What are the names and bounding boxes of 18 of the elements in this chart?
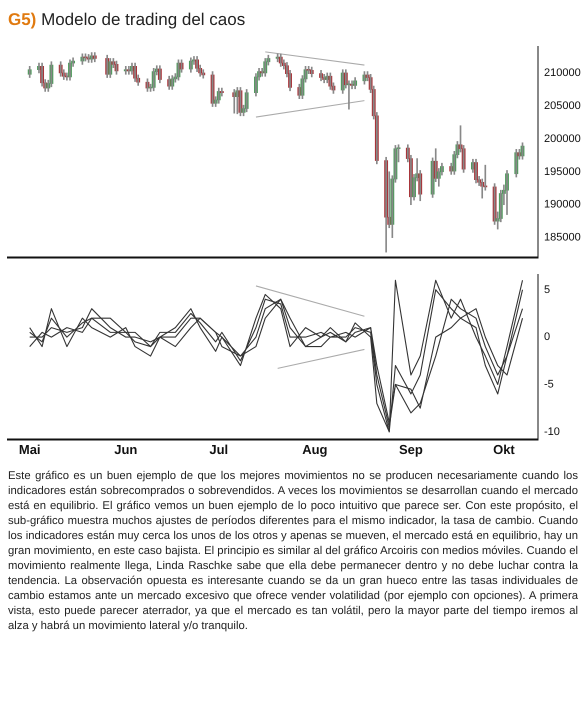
y-tick-label: 0 — [544, 331, 550, 344]
x-tick-label: Jul — [209, 442, 228, 457]
y-tick-label: 210000 — [544, 66, 581, 79]
y-tick-label: 195000 — [544, 166, 581, 178]
y-tick-label: 205000 — [544, 100, 581, 112]
y-tick-label: -5 — [544, 378, 554, 390]
text: Este gráfico es un buen ejemplo de que los mejores movimientos no se producen necesariamente cuando los indicadores están sobrecomprados o sobrevendidos. A veces los movimientos se desarrollan cuando el mercado está en equilibrio. El gráfico vemos un buen ejemplo de lo poco intuitivo que parece ser. Con este propósito, el sub-gráfico muestra muchos ajustes de períodos diferentes para el mismo indicador, la tasa de cambio. Cuando los indicadores están muy cerca los unos de los otros y apenas se mueven, el mercado está en equilibrio, hay un gran movimiento, en este caso bajista. El principio es similar al del gráfico Arcoiris con medios móviles. Cuando el movimiento realmente llega, Linda Raschke sabe que ella debe permanecer dentro y no debe luchar contra la tendencia. La observación opuesta es interesante cuando se da un gran hueco entre las tasas individuales de cambio estamos ante un mercado excesivo que ofrece vender volatilidad (por ejemplo con opciones). A primera vista, esto puede parecer aterrador, ya que el mercado es tan volátil, pero la mayor parte del tiempo iremos al alza y habrá un movimiento lateral y/o tranquilo. — [8, 470, 578, 632]
x-tick-label: Okt — [493, 442, 516, 457]
y-tick-label: 5 — [544, 284, 550, 296]
chart-title: G5) Modelo de trading del caos — [8, 10, 246, 29]
y-tick-label: 185000 — [544, 232, 581, 244]
y-tick-label: 190000 — [544, 198, 581, 211]
x-tick-label: Aug — [302, 442, 328, 457]
y-tick-label: 200000 — [544, 132, 581, 145]
x-tick-label: Sep — [399, 442, 423, 457]
y-tick-label: -10 — [544, 426, 560, 438]
x-tick-label: Mai — [18, 442, 41, 457]
x-tick-label: Jun — [114, 442, 138, 457]
